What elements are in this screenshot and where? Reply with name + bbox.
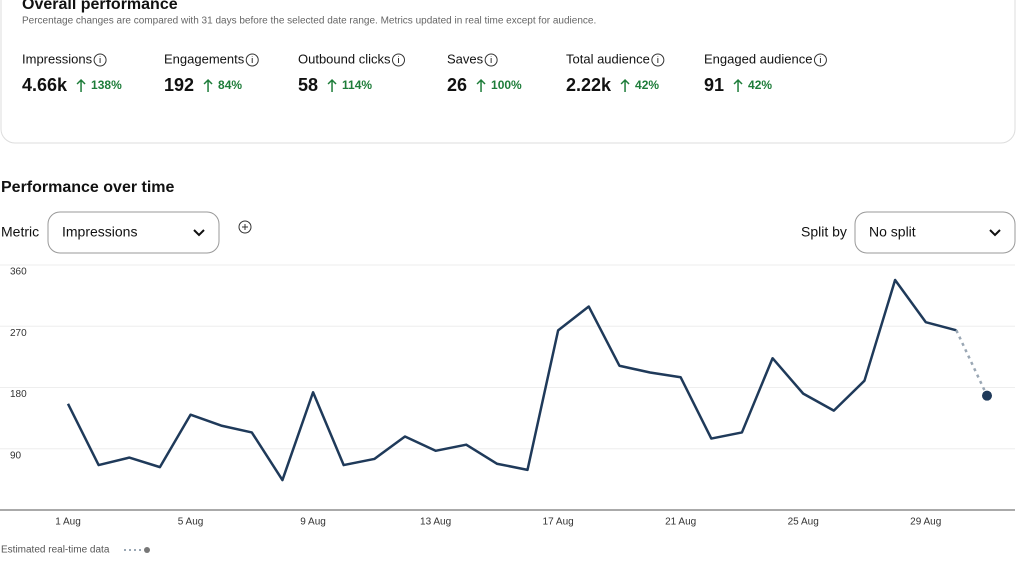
add-icon-plus[interactable] <box>242 224 248 230</box>
overview-card <box>0 0 1016 144</box>
up-arrow <box>733 78 743 92</box>
line <box>66 278 957 482</box>
card-title: Overall performance <box>22 0 178 13</box>
x-tick-label: 1 Aug <box>55 517 81 528</box>
x-tick-label: 13 Aug <box>420 517 451 528</box>
metric-value: 4.66k <box>22 75 68 95</box>
metric-change: 84% <box>218 78 242 92</box>
metric-change: 114% <box>342 78 372 92</box>
up-arrow <box>203 78 213 92</box>
up-arrow <box>327 78 337 92</box>
split-dropdown[interactable]: No split <box>854 211 1016 254</box>
info-icon <box>651 53 665 67</box>
metric-value: 192 <box>164 75 194 95</box>
info-icon <box>245 53 259 67</box>
chevron[interactable] <box>989 229 1001 237</box>
x-tick-label: 29 Aug <box>910 517 941 528</box>
metrics: Impressions 4.66k 138% Engagements 192 84% Out… <box>22 51 827 95</box>
info-icon <box>484 53 498 67</box>
info-icon <box>813 53 827 67</box>
add-icon[interactable] <box>238 220 252 234</box>
up-arrow <box>620 78 630 92</box>
metric-change: 138% <box>91 78 122 92</box>
legend-label: Estimated real-time data <box>1 545 110 556</box>
dropdown-box[interactable] <box>47 211 220 254</box>
metric-change: 42% <box>748 78 772 92</box>
dropdown-box[interactable] <box>854 211 1016 254</box>
metric-change: 42% <box>635 78 659 92</box>
info-icon <box>93 53 107 67</box>
metric-name: Total audience <box>566 51 650 66</box>
metric-value: 26 <box>447 75 467 95</box>
section-title: Performance over time <box>1 179 175 196</box>
y-tick-label: 90 <box>10 450 22 461</box>
estimated-point <box>982 390 992 401</box>
metric-dropdown[interactable]: Impressions <box>47 211 220 254</box>
chevron[interactable] <box>193 229 205 237</box>
metric-label: Metric <box>1 224 39 240</box>
estimated-line <box>955 329 989 397</box>
info-icon <box>392 53 405 67</box>
x-tick-label: 9 Aug <box>300 517 326 528</box>
metric-name: Impressions <box>22 51 93 66</box>
split-label: Split by <box>801 224 847 240</box>
metric-name: Outbound clicks <box>298 51 391 66</box>
legend-dot <box>144 547 150 553</box>
metric-value: 58 <box>298 75 318 95</box>
add-metric-button[interactable] <box>238 220 252 234</box>
metric-value: 91 <box>704 75 724 95</box>
card-subtitle: Percentage changes are compared with 31 … <box>22 16 596 27</box>
metric-name: Engagements <box>164 51 245 66</box>
y-tick-label: 180 <box>10 389 27 400</box>
dropdown-value[interactable]: Impressions <box>62 224 137 240</box>
up-arrow <box>476 78 486 92</box>
metric-name: Engaged audience <box>704 51 812 66</box>
y-tick-label: 360 <box>10 267 27 278</box>
dropdown-value[interactable]: No split <box>869 224 916 240</box>
x-tick-label: 17 Aug <box>543 517 574 528</box>
chart: 90 180 270 360 1 Aug 5 Aug 9 Aug 13 Aug 17 Aug 21… <box>0 264 1015 528</box>
up-arrow <box>76 78 86 92</box>
x-tick-label: 21 Aug <box>665 517 696 528</box>
metric-name: Saves <box>447 51 484 66</box>
metric-value: 2.22k <box>566 75 612 95</box>
x-tick-label: 5 Aug <box>178 517 204 528</box>
x-tick-label: 25 Aug <box>788 517 819 528</box>
y-tick-label: 270 <box>10 328 27 339</box>
metric-change: 100% <box>491 78 522 92</box>
